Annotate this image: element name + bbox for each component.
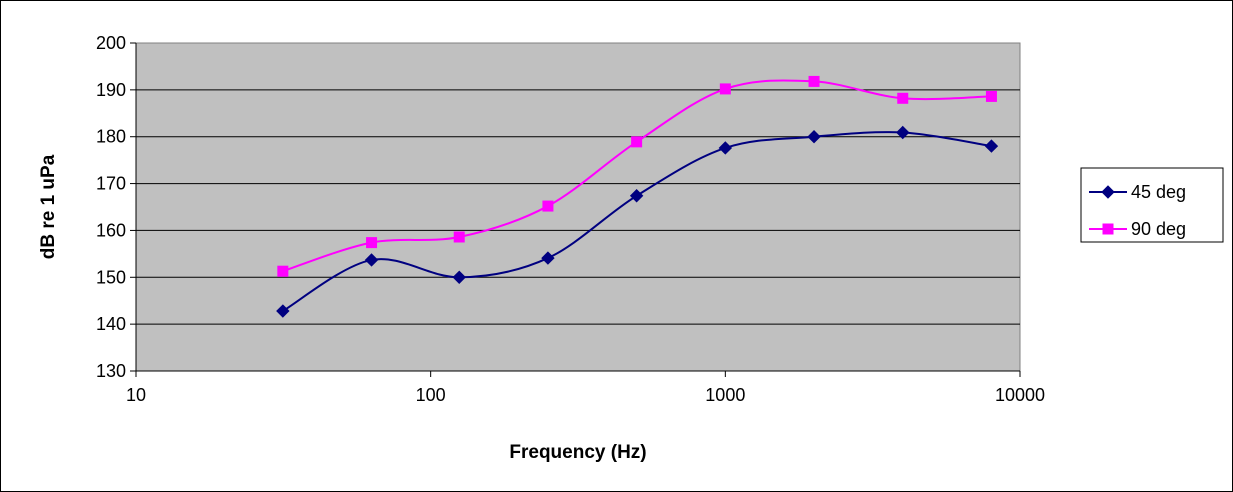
legend: 45 deg 90 deg	[1080, 167, 1224, 243]
data-point	[718, 141, 733, 155]
data-point	[631, 136, 643, 148]
data-point	[897, 92, 909, 104]
y-tick-label: 180	[96, 127, 126, 147]
data-point	[985, 90, 997, 102]
data-point	[719, 83, 731, 95]
data-point	[276, 304, 290, 318]
grid-lines	[136, 89, 1020, 325]
data-point	[629, 189, 644, 203]
y-axis-title: dB re 1 uPa	[38, 154, 59, 259]
y-tick-label: 200	[96, 33, 126, 53]
data-point	[453, 231, 465, 243]
x-tick-label: 1000	[705, 385, 745, 405]
data-point	[984, 139, 999, 153]
y-tick-label: 150	[96, 267, 126, 287]
data-point	[452, 270, 466, 284]
y-tick-label: 130	[96, 361, 126, 381]
series-2	[277, 75, 997, 277]
y-tick-label: 170	[96, 174, 126, 194]
series-layer	[276, 75, 999, 318]
data-point	[542, 200, 554, 212]
legend-label: 90 deg	[1131, 219, 1186, 239]
legend-label: 45 deg	[1131, 182, 1186, 202]
x-tick-label: 10	[126, 385, 146, 405]
y-axis: 130 140 150 160 170 180 190 200	[96, 33, 137, 381]
plot-area	[135, 42, 1021, 372]
data-point	[541, 251, 555, 265]
x-tick-label: 10000	[995, 385, 1045, 405]
data-point	[364, 253, 379, 267]
x-axis: 10 100 1000 10000	[126, 370, 1045, 405]
data-point	[807, 130, 821, 144]
data-point	[808, 75, 820, 87]
y-tick-label: 190	[96, 80, 126, 100]
data-point	[277, 265, 289, 277]
y-tick-label: 160	[96, 220, 126, 240]
x-axis-title: Frequency (Hz)	[509, 442, 646, 463]
x-tick-label: 100	[416, 385, 446, 405]
series-1	[276, 125, 999, 318]
y-tick-label: 140	[96, 314, 126, 334]
data-point	[366, 237, 378, 249]
legend-marker	[1101, 185, 1115, 199]
legend-marker	[1102, 223, 1114, 235]
data-point	[896, 125, 910, 140]
